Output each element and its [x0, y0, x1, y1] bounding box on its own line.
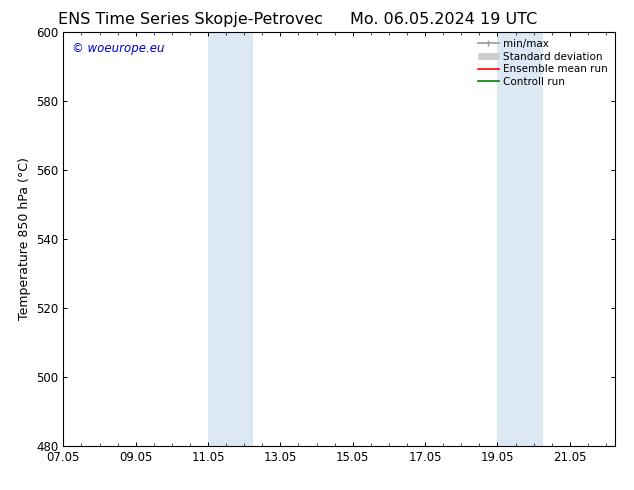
Legend: min/max, Standard deviation, Ensemble mean run, Controll run: min/max, Standard deviation, Ensemble me…: [476, 37, 610, 89]
Text: ENS Time Series Skopje-Petrovec: ENS Time Series Skopje-Petrovec: [58, 12, 323, 27]
Text: Mo. 06.05.2024 19 UTC: Mo. 06.05.2024 19 UTC: [350, 12, 538, 27]
Bar: [208, 32, 254, 446]
Text: © woeurope.eu: © woeurope.eu: [72, 42, 164, 55]
Y-axis label: Temperature 850 hPa (°C): Temperature 850 hPa (°C): [18, 157, 30, 320]
Bar: [498, 32, 543, 446]
